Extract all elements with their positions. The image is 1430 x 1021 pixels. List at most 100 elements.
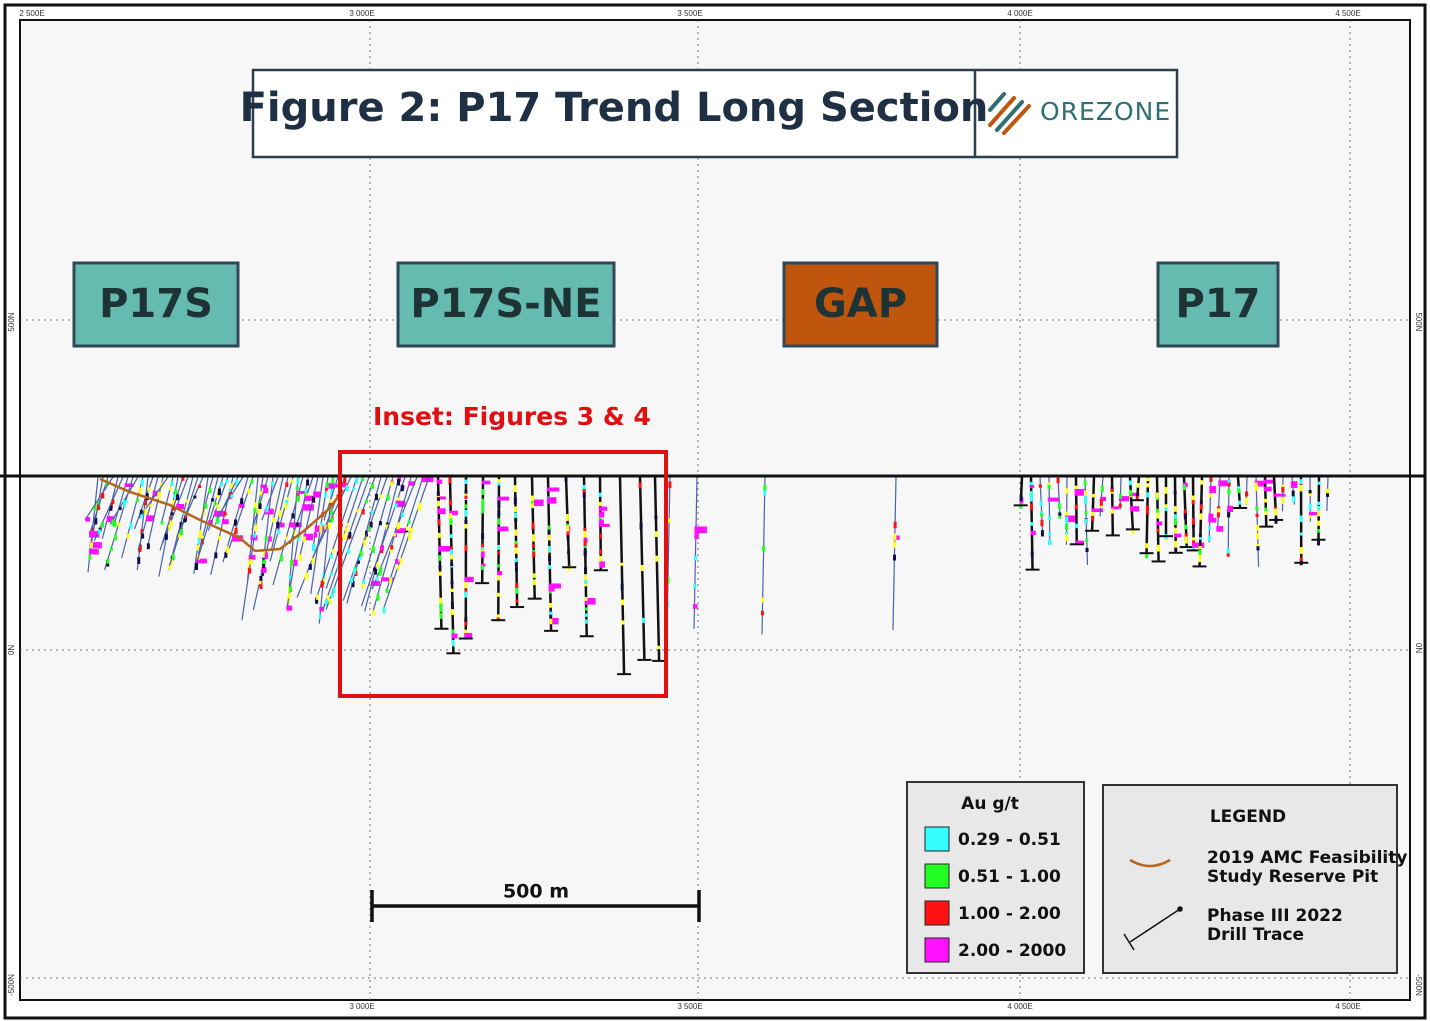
assay-interval [1308, 490, 1312, 494]
assay-interval [390, 481, 394, 487]
assay-interval [464, 490, 468, 497]
assay-interval [763, 489, 767, 496]
assay-interval [1146, 483, 1150, 488]
assay-interval [1299, 484, 1303, 490]
assay-interval [1119, 493, 1123, 499]
legend-pit-icon [1129, 858, 1171, 868]
assay-interval [451, 609, 455, 615]
assay-interval [324, 492, 328, 498]
axis-label: 500N [7, 312, 16, 331]
axis-label: -500N [7, 974, 16, 996]
assay-interval [464, 520, 468, 524]
assay-interval [185, 499, 189, 503]
assay-interval [90, 542, 94, 548]
assay-interval [399, 557, 403, 565]
assay-interval [531, 534, 535, 540]
axis-label: 4 000E [1007, 1002, 1032, 1011]
assay-interval [496, 574, 500, 581]
assay-interval [198, 484, 202, 489]
assay-interval [1326, 490, 1330, 497]
assay-interval [599, 549, 603, 554]
assay-interval [1256, 546, 1260, 551]
assay-interval [329, 499, 333, 503]
assay-interval [319, 606, 324, 612]
assay-interval [263, 551, 267, 559]
assay-interval [271, 481, 275, 486]
assay-interval [439, 612, 443, 619]
assay-interval [285, 497, 289, 502]
assay-interval [232, 535, 244, 542]
assay-interval [1129, 489, 1133, 496]
assay-interval [1173, 518, 1177, 526]
assay-interval [1048, 532, 1052, 536]
assay-interval [1191, 521, 1195, 528]
grade-swatch [924, 826, 950, 852]
assay-interval [1047, 484, 1051, 490]
assay-interval [1254, 482, 1258, 488]
assay-interval [221, 519, 229, 525]
assay-interval [312, 543, 316, 550]
assay-interval [464, 509, 468, 517]
drill-trace [618, 476, 626, 675]
scale-label: 500 m [503, 881, 569, 903]
assay-interval [667, 518, 671, 523]
assay-interval [380, 544, 384, 551]
assay-interval [1074, 487, 1078, 491]
assay-interval [437, 508, 446, 515]
assay-interval [1255, 513, 1259, 518]
assay-interval [584, 597, 596, 605]
assay-interval [371, 546, 375, 553]
drill-trace [325, 476, 364, 589]
assay-interval [332, 587, 336, 593]
assay-interval [304, 574, 308, 581]
assay-interval [693, 555, 697, 561]
drill-trace [269, 476, 294, 562]
axis-label: 500N [1414, 312, 1423, 331]
assay-interval [464, 521, 468, 529]
assay-interval [327, 522, 331, 529]
assay-interval [1299, 515, 1303, 523]
assay-interval [1317, 528, 1321, 533]
assay-interval [319, 525, 323, 533]
assay-interval [367, 526, 371, 530]
assay-interval [1208, 526, 1212, 530]
assay-interval [514, 559, 518, 567]
assay-interval [1326, 488, 1330, 494]
assay-interval [276, 521, 280, 529]
assay-interval [1281, 497, 1285, 504]
assay-interval [514, 544, 518, 548]
assay-interval [514, 540, 518, 547]
assay-interval [138, 487, 142, 495]
assay-interval [216, 504, 220, 509]
drill-trace [1255, 476, 1260, 567]
assay-interval [137, 557, 141, 564]
assay-interval [449, 546, 453, 551]
drill-trace [1145, 476, 1150, 554]
assay-interval [599, 561, 605, 568]
assay-interval [513, 485, 517, 493]
assay-interval [140, 514, 144, 518]
assay-interval [449, 518, 453, 525]
assay-interval [450, 588, 454, 593]
assay-interval [248, 567, 252, 573]
assay-interval [157, 494, 161, 499]
assay-interval [1128, 480, 1132, 486]
assay-interval [1317, 505, 1321, 513]
assay-interval [375, 561, 379, 568]
assay-interval [1183, 513, 1187, 520]
axis-label: 0N [7, 645, 16, 655]
assay-interval [438, 571, 442, 576]
assay-interval [322, 577, 326, 583]
assay-interval [172, 507, 176, 511]
assay-interval [319, 522, 323, 528]
assay-interval [1075, 540, 1085, 545]
assay-interval [230, 494, 234, 499]
assay-interval [417, 505, 421, 511]
assay-interval [346, 522, 350, 527]
assay-interval [1047, 497, 1060, 502]
assay-interval [129, 522, 133, 529]
assay-interval [1084, 518, 1088, 525]
assay-interval [258, 580, 262, 585]
assay-interval [1207, 535, 1211, 541]
assay-interval [362, 579, 366, 584]
